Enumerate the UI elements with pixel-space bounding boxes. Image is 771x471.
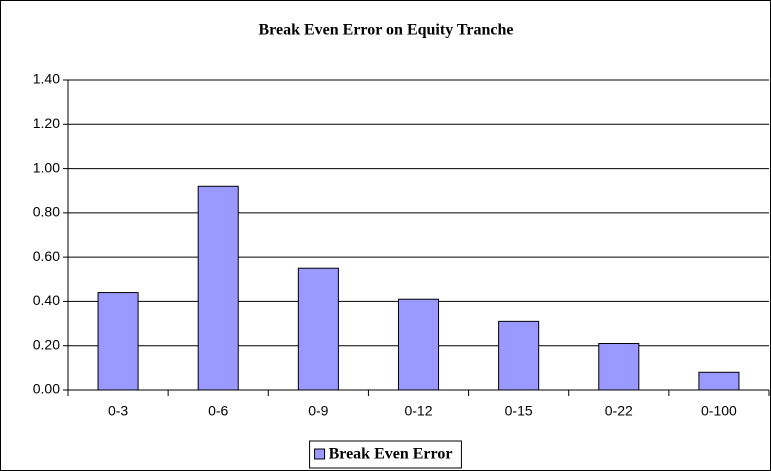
y-tick-label: 0.40 — [33, 292, 60, 308]
bar — [598, 343, 640, 391]
bar — [397, 298, 440, 391]
bar — [297, 267, 339, 391]
y-tick-label: 1.20 — [33, 115, 60, 131]
legend: Break Even Error — [309, 440, 462, 469]
x-tick-label: 0-100 — [701, 403, 737, 419]
x-tick-label: 0-9 — [308, 403, 328, 419]
y-tick-label: 0.80 — [33, 204, 60, 220]
bar — [698, 371, 740, 391]
y-tick-label: 0.20 — [33, 336, 60, 352]
y-tick-label: 1.00 — [33, 159, 60, 175]
x-tick-label: 0-12 — [404, 403, 432, 419]
y-tick-label: 1.40 — [33, 71, 60, 87]
x-tick-label: 0-6 — [208, 403, 228, 419]
bar — [498, 320, 540, 391]
legend-box — [309, 440, 462, 469]
legend-swatch — [314, 448, 326, 460]
x-tick-label: 0-15 — [505, 403, 533, 419]
bar — [197, 185, 239, 391]
chart-title: Break Even Error on Equity Tranche — [259, 22, 514, 39]
legend-label: Break Even Error — [329, 446, 453, 463]
x-tick-label: 0-3 — [108, 403, 128, 419]
y-tick-label: 0.60 — [33, 248, 60, 264]
x-tick-label: 0-22 — [605, 403, 633, 419]
y-tick-label: 0.00 — [33, 381, 60, 397]
bar — [97, 292, 139, 391]
